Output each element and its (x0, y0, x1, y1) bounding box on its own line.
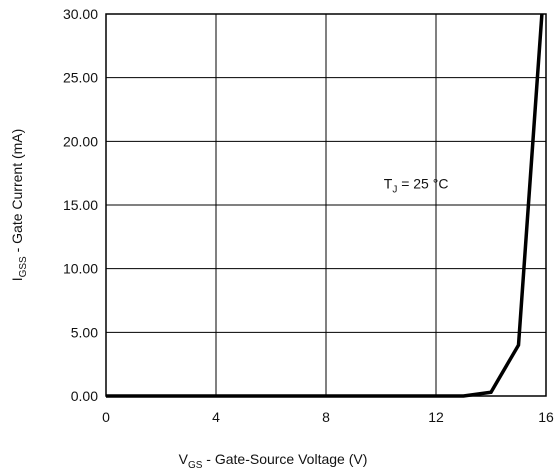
junction-temperature-annotation: TJ = 25 °C (384, 175, 449, 195)
y-tick-label: 20.00 (63, 133, 98, 149)
y-axis-label: IGSS - Gate Current (mA) (9, 129, 29, 282)
x-tick-label: 4 (212, 409, 220, 425)
x-axis-label-rest: - Gate-Source Voltage (V) (202, 451, 367, 467)
y-tick-label: 5.00 (71, 324, 98, 340)
grid-lines (105, 13, 547, 397)
x-tick-label: 16 (538, 409, 554, 425)
annotation-subscript: J (392, 184, 397, 195)
x-tick-label: 12 (428, 409, 444, 425)
x-axis-label-main: V (179, 451, 189, 467)
y-axis-label-main: I (9, 277, 25, 281)
y-axis-label-subscript: GSS (18, 256, 29, 277)
y-tick-label: 10.00 (63, 261, 98, 277)
plot-frame (105, 13, 547, 397)
y-tick-labels: 0.00 5.00 10.00 15.00 20.00 25.00 30.00 (63, 6, 98, 404)
x-tick-labels: 0 4 8 12 16 (102, 409, 554, 425)
x-axis-label: VGS - Gate-Source Voltage (V) (179, 451, 368, 470)
y-tick-label: 25.00 (63, 70, 98, 86)
x-tick-label: 0 (102, 409, 110, 425)
annotation-main: T (384, 175, 393, 191)
x-tick-label: 8 (322, 409, 330, 425)
y-tick-label: 30.00 (63, 6, 98, 22)
annotation-rest: = 25 °C (397, 175, 448, 191)
y-tick-label: 0.00 (71, 388, 98, 404)
y-tick-label: 15.00 (63, 197, 98, 213)
y-axis-label-rest: - Gate Current (mA) (9, 129, 25, 257)
x-axis-label-subscript: GS (188, 460, 203, 470)
